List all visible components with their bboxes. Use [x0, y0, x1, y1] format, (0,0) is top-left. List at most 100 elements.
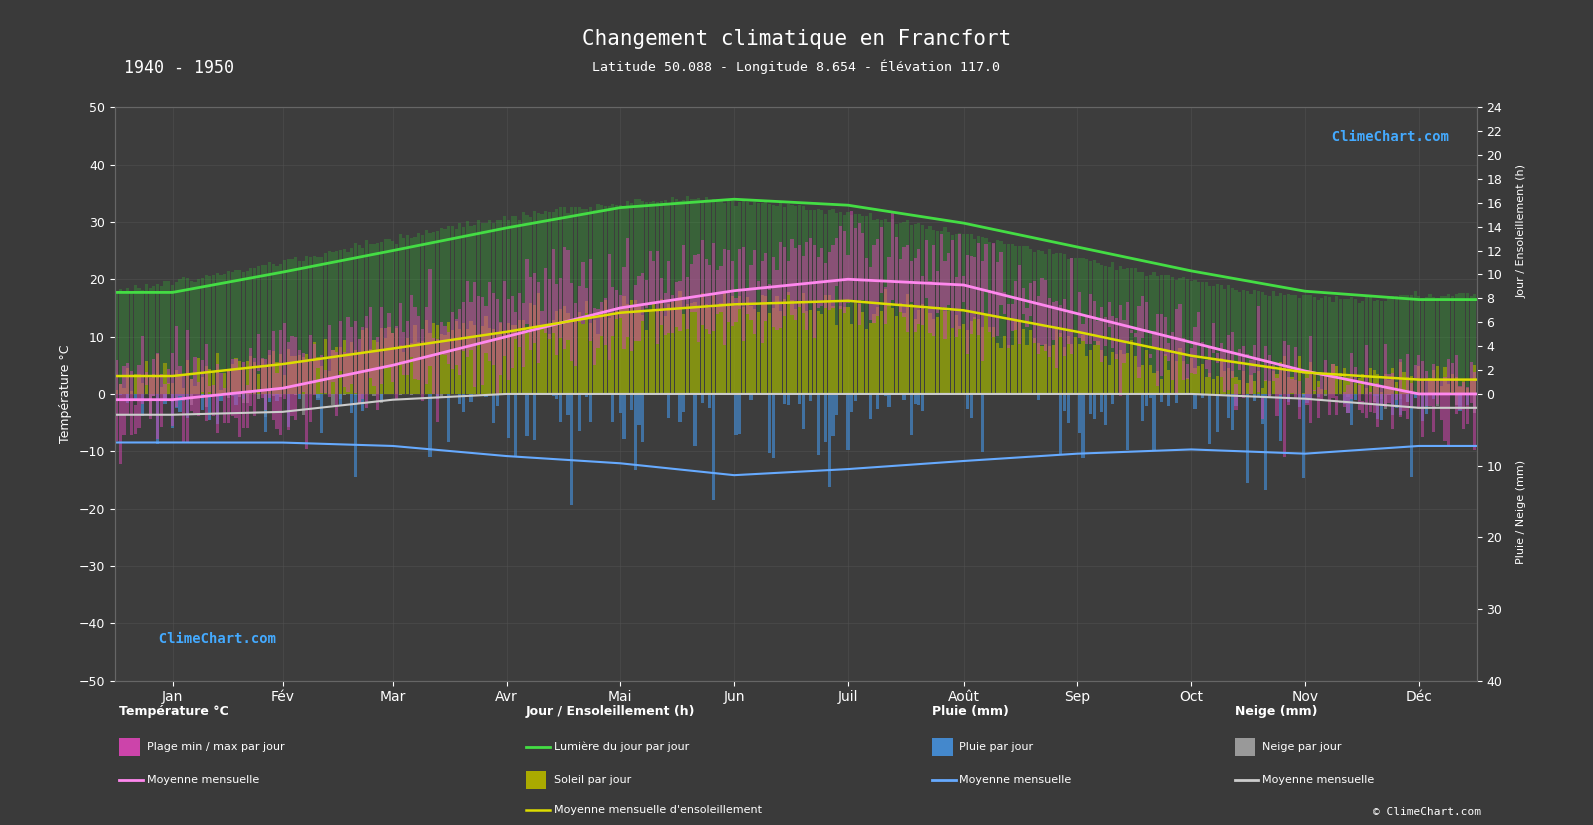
Bar — [354, 394, 357, 477]
Bar — [656, 251, 660, 344]
Bar — [1149, 354, 1152, 358]
Text: Neige (mm): Neige (mm) — [1235, 705, 1317, 719]
Bar — [1118, 266, 1121, 394]
Bar — [626, 201, 629, 394]
Bar — [339, 394, 342, 407]
Bar — [1466, 394, 1469, 405]
Bar — [581, 324, 585, 394]
Bar — [652, 201, 655, 394]
Bar — [1246, 291, 1249, 394]
Bar — [570, 394, 573, 505]
Bar — [1279, 294, 1282, 394]
Bar — [198, 279, 201, 394]
Bar — [290, 336, 293, 416]
Bar — [328, 370, 331, 394]
Bar — [734, 205, 738, 394]
Bar — [1469, 295, 1472, 394]
Bar — [1346, 384, 1349, 413]
Bar — [384, 239, 387, 394]
Bar — [215, 273, 218, 394]
Bar — [1078, 394, 1082, 433]
Bar — [1313, 390, 1316, 392]
Y-axis label: Température °C: Température °C — [59, 345, 72, 443]
Bar — [1085, 315, 1088, 344]
Bar — [1410, 295, 1413, 394]
Bar — [596, 205, 599, 394]
Bar — [981, 394, 984, 451]
Bar — [1321, 298, 1324, 394]
Bar — [1063, 299, 1066, 356]
Bar — [828, 295, 832, 394]
Bar — [534, 211, 537, 394]
Bar — [115, 360, 118, 441]
Bar — [578, 286, 581, 323]
Bar — [612, 394, 615, 422]
Bar — [1418, 296, 1421, 394]
Bar — [948, 311, 951, 394]
Bar — [562, 207, 566, 394]
Bar — [429, 394, 432, 457]
Bar — [921, 304, 924, 394]
Bar — [1324, 394, 1327, 396]
Bar — [898, 303, 902, 394]
Bar — [1365, 345, 1368, 417]
Bar — [261, 265, 264, 394]
Bar — [999, 252, 1002, 305]
Bar — [1391, 374, 1394, 428]
Bar — [1185, 364, 1188, 379]
Bar — [215, 364, 218, 433]
Bar — [1365, 296, 1368, 394]
Bar — [1215, 353, 1219, 363]
Bar — [1298, 381, 1301, 419]
Bar — [601, 205, 604, 394]
Bar — [1090, 295, 1093, 343]
Bar — [1235, 290, 1238, 394]
Bar — [1227, 394, 1230, 417]
Bar — [473, 224, 476, 394]
Bar — [1160, 314, 1163, 376]
Bar — [1399, 394, 1402, 415]
Bar — [951, 240, 954, 328]
Bar — [306, 256, 309, 394]
Bar — [301, 261, 304, 394]
Bar — [1462, 380, 1466, 394]
Bar — [126, 363, 129, 414]
Bar — [178, 365, 182, 397]
Bar — [734, 306, 738, 394]
Bar — [824, 263, 827, 309]
Bar — [1332, 365, 1335, 398]
Bar — [851, 214, 854, 394]
Bar — [570, 207, 573, 394]
Bar — [1458, 394, 1461, 405]
Bar — [1055, 301, 1058, 368]
Bar — [1276, 374, 1279, 394]
Bar — [760, 295, 763, 394]
Bar — [526, 259, 529, 323]
Bar — [368, 349, 371, 394]
Bar — [448, 394, 451, 441]
Bar — [656, 310, 660, 394]
Bar — [1123, 355, 1126, 394]
Bar — [1474, 372, 1477, 450]
Bar — [223, 388, 226, 423]
Bar — [675, 199, 679, 394]
Bar — [1399, 394, 1402, 398]
Bar — [1451, 374, 1454, 394]
Bar — [245, 361, 249, 394]
Bar — [1231, 332, 1235, 378]
Bar — [142, 384, 145, 394]
Bar — [1227, 335, 1230, 390]
Bar — [984, 243, 988, 290]
Bar — [1112, 394, 1115, 404]
Text: Moyenne mensuelle: Moyenne mensuelle — [147, 775, 258, 785]
Bar — [1384, 394, 1388, 408]
Bar — [298, 355, 301, 394]
Bar — [362, 328, 365, 398]
Bar — [1021, 246, 1024, 394]
Bar — [924, 229, 927, 394]
Bar — [715, 200, 718, 394]
Bar — [1432, 297, 1435, 394]
Bar — [131, 293, 134, 394]
Bar — [723, 249, 726, 345]
Bar — [432, 337, 435, 394]
